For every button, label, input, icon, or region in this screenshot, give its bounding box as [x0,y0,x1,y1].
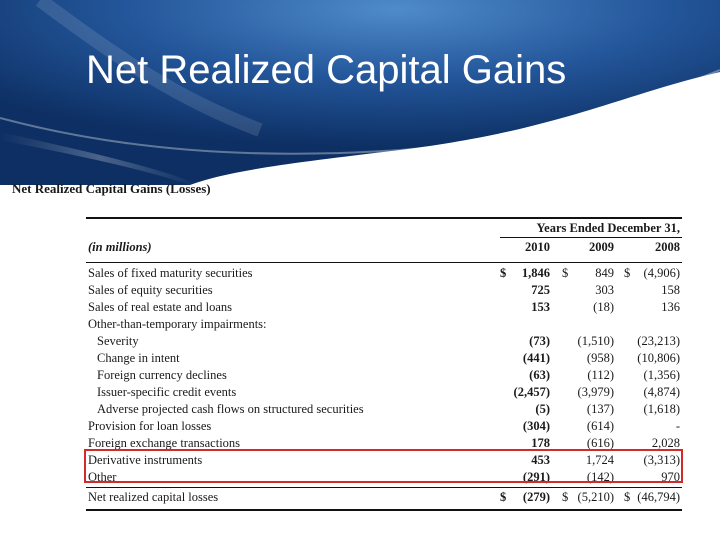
total-dollar-2010: $ [500,490,507,504]
row-dollar-2010: $ [500,266,507,280]
row-value-2008: (1,356) [643,368,680,382]
row-value-2008: (4,874) [643,385,680,399]
row-value-2010: (73) [529,334,550,348]
row-value-2008: 2,028 [651,436,680,450]
row-label: Sales of fixed maturity securities [88,266,253,280]
row-label: Severity [97,334,139,348]
total-row: Net realized capital losses $ $ $ (279) … [86,489,682,506]
highlight-box [84,449,683,483]
row-value-2009: (112) [587,368,614,382]
total-value-2010: (279) [522,490,550,504]
row-label: Sales of real estate and loans [88,300,233,314]
row-value-2010: 178 [531,436,550,450]
table-row: Adverse projected cash flows on structur… [86,401,682,418]
row-value-2010: 725 [531,283,550,297]
row-value-2009: (616) [586,436,614,450]
row-label: Provision for loan losses [88,419,212,433]
row-value-2010: (304) [522,419,550,433]
table-top-rule [86,217,682,219]
row-value-2008: 970 [661,470,680,484]
row-value-2008: (4,906) [643,266,680,280]
period-header: Years Ended December 31, [536,221,681,235]
row-value-2009: 1,724 [585,453,614,467]
row-value-2010: 453 [531,453,550,467]
total-label: Net realized capital losses [88,490,219,504]
row-value-2008: - [675,419,680,433]
row-label: Change in intent [97,351,180,365]
row-value-2008: (23,213) [637,334,680,348]
row-label: Other [88,470,117,484]
row-value-2008: (1,618) [643,402,680,416]
row-value-2009: 303 [595,283,614,297]
row-value-2010: 153 [531,300,550,314]
table-row: Foreign exchange transactions 178 (616) 2,0… [86,435,682,452]
table-row: Other (291) (142) 970 [86,469,682,486]
row-value-2009: (137) [586,402,614,416]
table-row: Issuer-specific credit events (2,457) (3,9… [86,384,682,401]
row-value-2010: (5) [535,402,550,416]
row-value-2008: (10,806) [637,351,680,365]
row-value-2010: (2,457) [513,385,550,399]
year-header-2010: 2010 [525,240,550,254]
row-value-2009: (614) [586,419,614,433]
row-label: Derivative instruments [88,453,203,467]
row-value-2010: 1,846 [521,266,550,280]
total-dollar-2009: $ [562,490,569,504]
row-value-2010: (291) [522,470,550,484]
total-value-2009: (5,210) [577,490,614,504]
row-label: Issuer-specific credit events [97,385,237,399]
row-value-2009: (958) [586,351,614,365]
capital-gains-table: Years Ended December 31, (in millions) 2… [86,217,682,513]
row-label: Foreign exchange transactions [88,436,241,450]
row-value-2009: (1,510) [577,334,614,348]
table-row: Sales of real estate and loans 153 (18) 136 [86,299,682,316]
row-label: Other-than-temporary impairments: [88,317,267,331]
row-value-2010: (63) [529,368,550,382]
table-row: Foreign currency declines (63) (112) (1,356… [86,367,682,384]
table-row: Provision for loan losses (304) (614) - [86,418,682,435]
table-row: Change in intent (441) (958) (10,806) [86,350,682,367]
row-label: Sales of equity securities [88,283,213,297]
period-header-rule [500,237,682,238]
table-bottom-rule [86,509,682,511]
table-row: Derivative instruments 453 1,724 (3,313) [86,452,682,469]
table-row: Sales of equity securities 725 303 158 [86,282,682,299]
table-row: Sales of fixed maturity securities $ $ $1,8… [86,265,682,282]
row-label: Foreign currency declines [97,368,227,382]
total-top-rule [86,487,682,488]
table-header-rule [86,262,682,263]
units-label: (in millions) [88,240,152,254]
table-row: Severity (73) (1,510) (23,213) [86,333,682,350]
row-value-2008: 136 [661,300,680,314]
row-value-2009: (3,979) [577,385,614,399]
row-dollar-2009: $ [562,266,569,280]
year-header-2008: 2008 [655,240,680,254]
table-row: Other-than-temporary impairments: [86,316,682,333]
slide-header-background [0,0,720,185]
total-value-2008: (46,794) [637,490,680,504]
row-value-2009: (142) [586,470,614,484]
row-value-2008: (3,313) [643,453,680,467]
row-value-2009: (18) [593,300,614,314]
year-header-2009: 2009 [589,240,614,254]
slide-title: Net Realized Capital Gains [86,48,567,92]
row-dollar-2008: $ [624,266,631,280]
row-label: Adverse projected cash flows on structur… [97,402,364,416]
total-dollar-2008: $ [624,490,631,504]
document-title: Net Realized Capital Gains (Losses) [12,181,211,196]
row-value-2008: 158 [661,283,680,297]
row-value-2010: (441) [522,351,550,365]
row-value-2009: 849 [595,266,614,280]
